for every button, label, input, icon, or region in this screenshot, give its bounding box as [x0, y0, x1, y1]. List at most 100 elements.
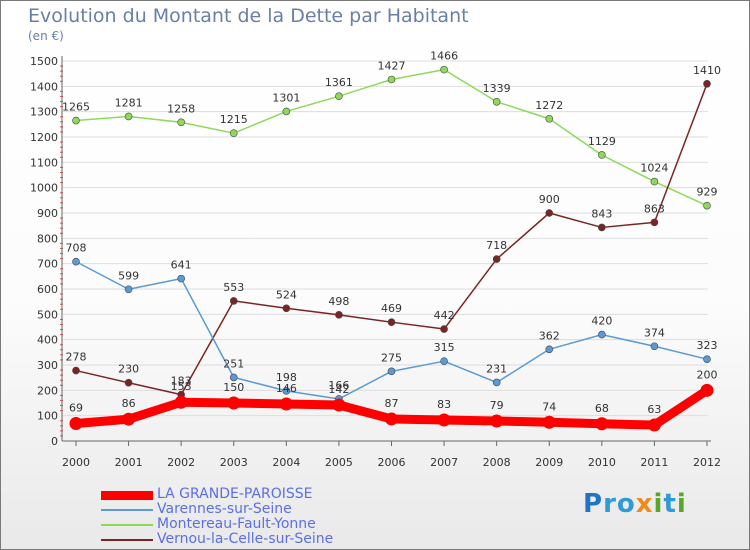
data-point — [335, 92, 343, 101]
x-tick-label: 2002 — [167, 456, 195, 469]
data-point — [647, 418, 661, 432]
y-tick-label: 400 — [37, 334, 58, 347]
data-label: 86 — [122, 397, 136, 410]
data-point — [385, 412, 398, 426]
y-tick-label: 100 — [37, 410, 58, 423]
data-label: 1301 — [272, 91, 300, 104]
y-tick-label: 1400 — [30, 80, 58, 93]
data-label: 1129 — [588, 135, 616, 148]
y-tick-label: 0 — [51, 435, 58, 448]
data-point — [72, 366, 80, 375]
data-label: 929 — [697, 186, 718, 199]
y-tick-label: 1000 — [30, 182, 58, 195]
y-tick-label: 900 — [37, 207, 58, 220]
data-point — [282, 387, 291, 395]
data-label: 863 — [644, 202, 665, 215]
x-tick-label: 2003 — [220, 456, 248, 469]
data-point — [229, 297, 238, 305]
data-label: 275 — [381, 351, 402, 364]
data-point — [598, 151, 606, 159]
data-label: 442 — [434, 309, 455, 322]
data-label: 315 — [434, 341, 455, 354]
x-tick-label: 2008 — [483, 456, 511, 469]
data-point — [700, 383, 714, 397]
data-label: 641 — [171, 259, 192, 272]
x-tick-label: 2011 — [640, 456, 668, 469]
data-label: 251 — [223, 357, 244, 370]
data-label: 498 — [328, 295, 349, 308]
data-label: 153 — [171, 380, 192, 393]
data-label: 63 — [647, 403, 661, 416]
data-point — [387, 75, 396, 84]
legend-swatch — [101, 539, 153, 541]
y-tick-label: 200 — [37, 384, 58, 397]
data-label: 183 — [171, 375, 192, 388]
data-point — [174, 395, 188, 409]
data-point — [598, 330, 606, 339]
legend-swatch — [101, 509, 153, 511]
data-label: 553 — [223, 281, 244, 294]
data-point — [124, 285, 133, 294]
data-label: 1258 — [167, 102, 195, 115]
x-tick-label: 2009 — [535, 456, 563, 469]
data-point — [437, 413, 451, 427]
data-point — [72, 257, 80, 266]
data-label: 166 — [328, 379, 349, 392]
data-point — [492, 97, 501, 106]
data-point — [545, 209, 554, 217]
data-label: 1410 — [693, 64, 721, 77]
series-line — [75, 83, 708, 396]
x-tick-label: 2010 — [588, 456, 616, 469]
data-label: 68 — [595, 402, 609, 415]
x-tick-label: 2007 — [430, 456, 458, 469]
y-tick-label: 600 — [37, 283, 58, 296]
data-point — [122, 412, 136, 426]
data-point — [492, 378, 501, 387]
data-label: 599 — [118, 269, 139, 282]
data-point — [387, 367, 396, 376]
data-point — [69, 417, 83, 431]
data-point — [440, 65, 448, 74]
data-label: 69 — [69, 402, 83, 415]
data-label: 74 — [542, 400, 556, 413]
data-point — [542, 415, 556, 429]
x-tick-label: 2001 — [115, 456, 143, 469]
data-point — [545, 345, 554, 354]
series-layer — [69, 65, 714, 432]
axis-layer: 0 100 200 300 400 500 600 700 800 900 1000 1100 1200… — [30, 55, 721, 469]
data-point — [124, 378, 133, 387]
data-label: 1427 — [378, 59, 406, 72]
data-label: 198 — [276, 371, 297, 384]
data-label: 1024 — [640, 162, 668, 175]
data-point — [650, 218, 659, 227]
data-point — [492, 255, 501, 263]
data-label: 142 — [328, 383, 349, 396]
data-point — [545, 114, 554, 123]
data-label: 362 — [539, 329, 560, 342]
data-point — [703, 355, 711, 363]
data-label: 1272 — [535, 99, 563, 112]
data-point — [490, 414, 504, 428]
data-label: 1339 — [483, 82, 511, 95]
y-tick-label: 700 — [37, 258, 58, 271]
data-point — [279, 397, 293, 411]
data-label: 1466 — [430, 50, 458, 63]
legend-swatch — [101, 524, 153, 526]
x-tick-label: 2005 — [325, 456, 353, 469]
data-label: 323 — [697, 339, 718, 352]
data-label: 278 — [66, 351, 87, 364]
data-point — [650, 342, 659, 351]
data-point — [650, 177, 659, 186]
data-label: 87 — [385, 397, 399, 410]
legend-swatch — [101, 490, 153, 500]
data-label: 83 — [437, 398, 451, 411]
data-point — [332, 398, 346, 412]
data-label: 469 — [381, 302, 402, 315]
x-tick-label: 2006 — [378, 456, 406, 469]
y-tick-label: 800 — [37, 232, 58, 245]
data-label: 708 — [66, 242, 87, 255]
data-point — [282, 304, 291, 313]
data-label: 524 — [276, 288, 297, 301]
